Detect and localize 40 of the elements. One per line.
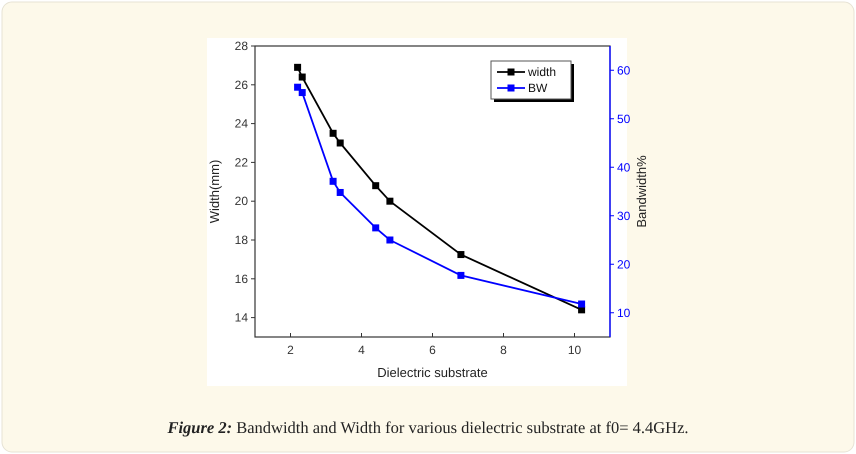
y-tick-label: 24 bbox=[234, 116, 248, 131]
point bbox=[298, 89, 306, 96]
y-tick-label: 20 bbox=[234, 194, 248, 208]
y-tick-label: 28 bbox=[234, 39, 248, 53]
x-tick-label: 4 bbox=[358, 343, 366, 357]
y2-tick-label: 60 bbox=[617, 63, 631, 78]
legend-label: width bbox=[527, 65, 556, 79]
x-tick-label: 10 bbox=[568, 343, 582, 357]
x-tick-label: 2 bbox=[287, 343, 294, 357]
y-tick-label: 26 bbox=[234, 78, 248, 92]
legend-label: BW bbox=[528, 81, 548, 95]
y2-tick-label: 50 bbox=[617, 112, 631, 126]
point bbox=[336, 188, 344, 196]
point bbox=[386, 236, 394, 244]
y-tick-label: 16 bbox=[234, 272, 248, 286]
y2-axis-title: Bandwidth% bbox=[634, 154, 649, 228]
point bbox=[372, 224, 380, 232]
point bbox=[578, 300, 586, 308]
x-axis-title: Dielectric substrate bbox=[377, 365, 488, 380]
point bbox=[294, 84, 302, 91]
y2-tick-label: 20 bbox=[617, 257, 631, 272]
caption: Figure 2: Bandwidth and Width for various dielectric substrate at f0= 4.4GHz. bbox=[166, 418, 689, 437]
y-tick-label: 18 bbox=[234, 233, 248, 247]
point bbox=[330, 178, 337, 185]
point bbox=[386, 198, 394, 205]
point bbox=[298, 74, 306, 81]
y-tick-label: 14 bbox=[234, 310, 248, 325]
point bbox=[457, 272, 464, 279]
point bbox=[372, 182, 380, 190]
y-tick-label: 22 bbox=[234, 155, 248, 170]
y2-tick-label: 10 bbox=[617, 306, 631, 320]
point bbox=[457, 251, 464, 258]
point bbox=[336, 140, 344, 146]
y-axis-title: Width(mm) bbox=[207, 160, 222, 224]
x-tick-label: 6 bbox=[429, 343, 436, 357]
point bbox=[330, 130, 337, 137]
point bbox=[294, 64, 302, 71]
y2-tick-label: 30 bbox=[617, 208, 631, 223]
y2-tick-label: 40 bbox=[617, 160, 631, 174]
x-tick-label: 8 bbox=[500, 343, 508, 357]
